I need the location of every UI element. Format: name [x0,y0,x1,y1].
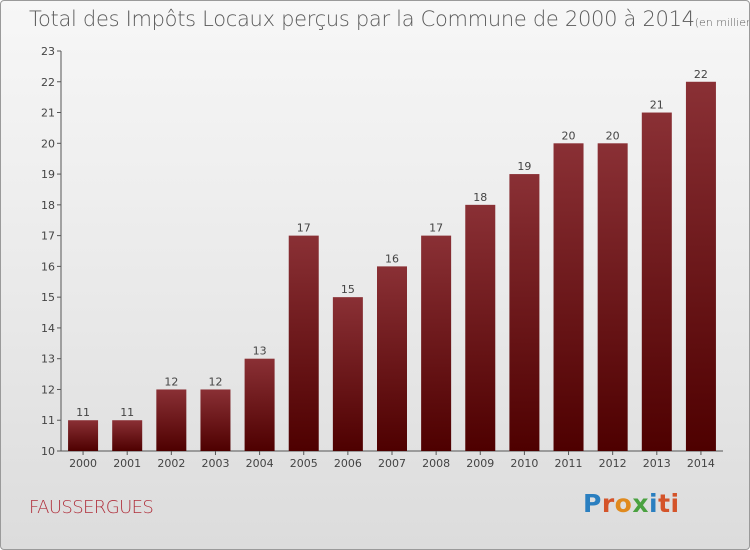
y-tick-label: 19 [41,168,55,181]
y-tick-label: 13 [41,353,55,366]
bar-value-label: 20 [562,129,576,142]
bar-value-label: 15 [341,283,355,296]
bar [112,420,143,451]
y-tick-label: 16 [41,260,55,273]
x-tick-label: 2014 [687,457,715,470]
bar [332,297,363,451]
bar [685,81,716,452]
bar [421,235,452,451]
logo-letter: ti [658,489,680,518]
bar [68,420,99,451]
x-tick-label: 2007 [378,457,406,470]
bar-value-label: 12 [164,375,178,388]
bar-value-label: 18 [473,191,487,204]
bar [465,204,496,451]
x-tick-label: 2006 [334,457,362,470]
bar [200,389,231,451]
y-tick-label: 17 [41,230,55,243]
y-tick-label: 21 [41,107,55,120]
x-tick-label: 2003 [201,457,229,470]
bar-value-label: 22 [694,68,708,81]
bar [641,112,672,452]
logo-letter: i [649,489,659,518]
y-tick-label: 18 [41,199,55,212]
logo-letter: r [601,489,615,518]
y-tick-label: 12 [41,383,55,396]
x-tick-label: 2004 [246,457,274,470]
y-tick-label: 14 [41,322,55,335]
chart-axes: 10 11 12 13 14 15 16 17 18 19 20 21 22 23 [41,45,723,458]
bar-value-label: 12 [208,375,222,388]
bar [156,389,187,451]
logo-letter: o [614,489,633,518]
x-tick-label: 2010 [510,457,538,470]
bar-value-label: 20 [606,129,620,142]
y-tick-label: 15 [41,291,55,304]
bar [288,235,319,451]
commune-name: FAUSSERGUES [29,497,154,518]
chart-labels: 11 2000 11 2001 12 2002 12 2003 13 2004 17 2005 15 20… [69,68,715,470]
x-tick-label: 2002 [157,457,185,470]
bar-value-label: 17 [297,222,311,235]
y-tick-label: 10 [41,445,55,458]
bar-value-label: 13 [253,345,267,358]
logo-letter: x [632,489,649,518]
bar-value-label: 19 [517,160,531,173]
bar [377,266,407,451]
bar [597,143,628,452]
bar [509,174,540,452]
chart-title: Total des Impôts Locaux perçus par la Co… [29,7,749,31]
x-tick-label: 2005 [290,457,318,470]
chart-bars [68,81,716,452]
x-tick-label: 2012 [599,457,627,470]
logo-letter: P [583,489,602,518]
bar-value-label: 21 [650,99,664,112]
y-tick-label: 11 [41,414,55,427]
chart-title-unit: (en milliers d'€) [694,16,749,29]
y-tick-label: 20 [41,137,55,150]
bar-value-label: 16 [385,252,399,265]
y-tick-label: 22 [41,76,55,89]
x-tick-label: 2009 [466,457,494,470]
x-tick-label: 2013 [643,457,671,470]
proxiti-logo[interactable]: Proxiti [583,489,680,518]
x-tick-label: 2008 [422,457,450,470]
x-tick-label: 2000 [69,457,97,470]
bar-value-label: 11 [120,406,134,419]
bar [553,143,584,452]
bar-value-label: 17 [429,222,443,235]
bar [244,358,275,451]
x-tick-label: 2001 [113,457,141,470]
y-tick-label: 23 [41,45,55,58]
bar-value-label: 11 [76,406,90,419]
chart-title-main: Total des Impôts Locaux perçus par la Co… [29,7,695,31]
x-tick-label: 2011 [555,457,583,470]
